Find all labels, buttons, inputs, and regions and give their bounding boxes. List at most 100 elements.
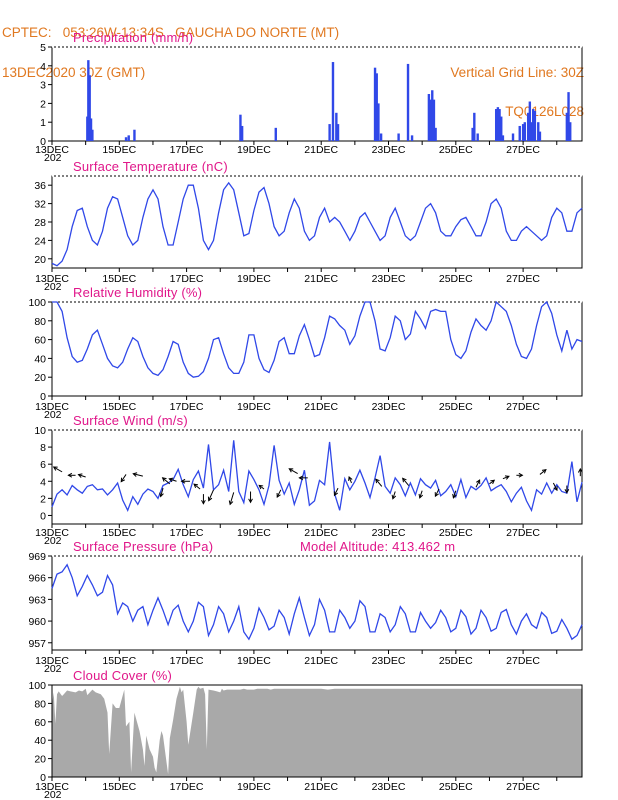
cloud-cover-ytick-label: 80	[34, 698, 46, 710]
wind-arrow-head	[120, 477, 126, 483]
wind-arrow-head	[504, 475, 510, 480]
precip-bar	[429, 99, 432, 141]
precip-bar	[518, 125, 521, 141]
temperature-xtick-label: 13DEC	[35, 273, 69, 285]
temperature-ytick-label: 24	[34, 235, 46, 247]
wind-arrow	[169, 478, 177, 482]
wind-arrow-head	[168, 477, 174, 483]
precipitation-frame	[51, 46, 583, 142]
wind-xtick-label: 25DEC	[439, 527, 473, 539]
wind-arrow-head	[490, 479, 496, 485]
precip-bar	[375, 73, 378, 141]
temperature-ytick-label: 28	[34, 217, 46, 229]
precipitation-ytick-label: 4	[40, 61, 46, 73]
precip-bar	[530, 122, 533, 141]
wind-xtick-label: 27DEC	[506, 527, 540, 539]
pressure-annotation: Model Altitude: 413.462 m	[300, 539, 455, 554]
pressure-xtick-label: 27DEC	[506, 655, 540, 667]
header-grid-note: Vertical Grid Line: 30Z	[450, 64, 584, 80]
wind-arrow	[229, 492, 235, 505]
wind-arrow-head	[132, 472, 138, 477]
wind-arrow-head	[333, 491, 339, 497]
temperature-xtick-label: 19DEC	[237, 273, 271, 285]
humidity-frame	[51, 301, 583, 397]
precipitation-xtick-label: 13DEC	[35, 144, 69, 156]
wind-arrow	[502, 475, 510, 480]
wind-arrow	[193, 483, 201, 490]
temperature-frame	[51, 175, 583, 269]
cloud-cover-ytick-label: 0	[40, 772, 46, 784]
wind-arrow	[552, 482, 558, 491]
precip-bar	[533, 110, 537, 141]
wind-arrow-head	[298, 475, 304, 481]
precip-bar	[239, 114, 242, 141]
wind-arrow	[162, 477, 171, 485]
precipitation-panel: 0 1 2 3 4 5 13DEC 15DEC 17DEC 19DEC 21DEC 23DEC 25DE…	[35, 30, 583, 164]
wind-arrow-head	[452, 493, 457, 499]
wind-arrow	[133, 473, 143, 477]
header-date-line: 13DEC2020 30Z (GMT)	[2, 64, 146, 80]
precip-bar	[511, 133, 515, 141]
wind-ytick-label: 4	[40, 476, 46, 488]
humidity-xtick-label: 17DEC	[170, 401, 204, 413]
humidity-xtick-label: 15DEC	[102, 401, 136, 413]
cloud-cover-xtick-label: 21DEC	[304, 781, 338, 793]
precipitation-ytick-label: 2	[40, 98, 46, 110]
precip-bar	[521, 124, 525, 141]
precipitation-ytick-label: 0	[40, 136, 46, 148]
pressure-xtick-label: 15DEC	[102, 655, 136, 667]
precip-bar	[328, 124, 331, 141]
precip-bar	[471, 127, 474, 141]
wind-ytick-label: 0	[40, 510, 46, 522]
wind-arrow	[120, 474, 127, 482]
pressure-xtick-label: 13DEC	[35, 655, 69, 667]
precip-bar	[569, 122, 572, 141]
precip-bar	[335, 112, 338, 141]
pressure-frame	[51, 555, 583, 651]
temperature-xtick-label: 15DEC	[102, 273, 136, 285]
precip-bar	[331, 62, 335, 141]
cloud-cover-ytick-label: 100	[28, 680, 46, 692]
precip-bar	[379, 133, 383, 141]
pressure-year-label: 202	[44, 663, 62, 675]
wind-arrow-head	[180, 478, 186, 484]
precip-bar	[89, 118, 93, 141]
precipitation-ytick-label: 3	[40, 80, 46, 92]
wind-arrow	[539, 469, 547, 475]
precip-bar	[494, 109, 498, 141]
cloud-cover-ytick-label: 40	[34, 735, 46, 747]
humidity-ytick-label: 60	[34, 335, 46, 347]
cloud-cover-area	[52, 686, 582, 777]
header-info-block: Vertical Grid Line: 30Z TQ0126L028	[450, 0, 584, 132]
wind-panel: 0 2 4 6 8 10 13DEC 15DEC 17DEC 19DEC 21DEC 23DEC 25D…	[34, 413, 583, 547]
precip-bar	[127, 135, 130, 141]
pressure-xtick-label: 23DEC	[372, 655, 406, 667]
temperature-ytick-label: 20	[34, 254, 46, 266]
cloud-cover-xtick-label: 23DEC	[372, 781, 406, 793]
precip-bar	[377, 103, 380, 141]
wind-year-label: 202	[44, 535, 62, 547]
wind-arrow	[160, 487, 164, 497]
wind-arrow	[276, 489, 282, 498]
cloud-cover-xtick-label: 19DEC	[237, 781, 271, 793]
wind-arrow-head	[161, 477, 167, 482]
header-code: TQ0126L028	[505, 104, 584, 119]
wind-arrow	[419, 490, 423, 499]
wind-arrow	[392, 491, 396, 499]
precip-bar	[133, 129, 136, 141]
pressure-xtick-label: 25DEC	[439, 655, 473, 667]
precipitation-xtick-label: 15DEC	[102, 144, 136, 156]
wind-ytick-label: 6	[40, 459, 46, 471]
wind-arrow-head	[391, 494, 397, 500]
humidity-xtick-label: 13DEC	[35, 401, 69, 413]
wind-arrow	[475, 479, 481, 488]
precip-bar	[336, 124, 340, 141]
wind-xtick-label: 13DEC	[35, 527, 69, 539]
precipitation-ytick-label: 5	[40, 42, 46, 54]
wind-arrow	[53, 466, 63, 473]
precip-bar	[397, 133, 400, 141]
cloud-cover-year-label: 202	[44, 789, 62, 800]
precip-bar	[526, 112, 530, 141]
pressure-ytick-label: 966	[28, 573, 46, 585]
cloud-cover-xtick-label: 25DEC	[439, 781, 473, 793]
